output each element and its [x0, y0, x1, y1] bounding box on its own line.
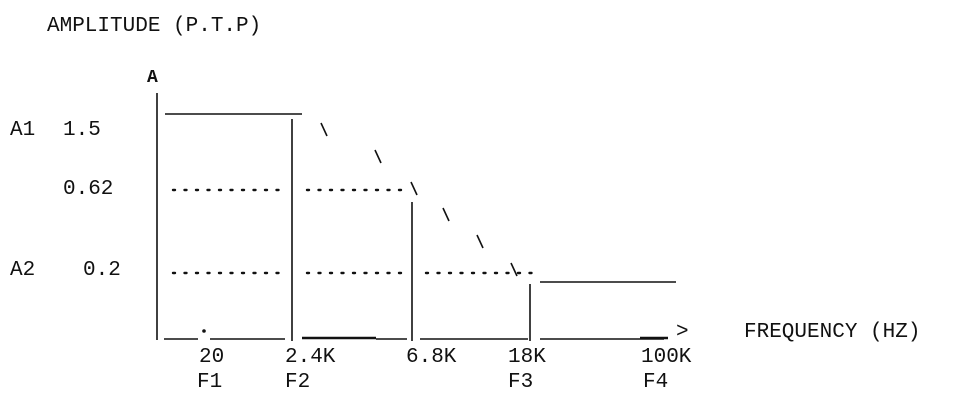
mid-value-label: 0.62 [63, 178, 113, 201]
slope-dash-6 [510, 262, 518, 277]
y-axis-letter: A [147, 68, 158, 88]
a1-value: 1.5 [63, 119, 101, 142]
tick-name-f3: F3 [508, 371, 533, 394]
a2-label: A2 [10, 259, 35, 282]
tick-name-f2: F2 [285, 371, 310, 394]
a1-label: A1 [10, 119, 35, 142]
tick-value-100k: 100K [641, 346, 692, 369]
slope-dash-3 [410, 181, 418, 196]
tick-value-18k: 18K [508, 346, 546, 369]
a2-value: 0.2 [83, 259, 121, 282]
tick-value-6.8k: 6.8K [406, 346, 457, 369]
slope-dash-2 [374, 149, 382, 164]
slope-dash-4 [442, 207, 450, 222]
slope-dash-1 [320, 122, 328, 137]
diagram-title: AMPLITUDE (P.T.P) [47, 15, 261, 38]
tick-value-20: 20 [199, 346, 224, 369]
tick-name-f4: F4 [643, 371, 668, 394]
x-axis-label: FREQUENCY (HZ) [744, 321, 920, 344]
f1-marker-dot [202, 329, 206, 333]
x-axis-arrow: > [676, 321, 689, 344]
slope-dash-5 [476, 234, 484, 249]
tick-name-f1: F1 [197, 371, 222, 394]
tick-value-2.4k: 2.4K [285, 346, 336, 369]
